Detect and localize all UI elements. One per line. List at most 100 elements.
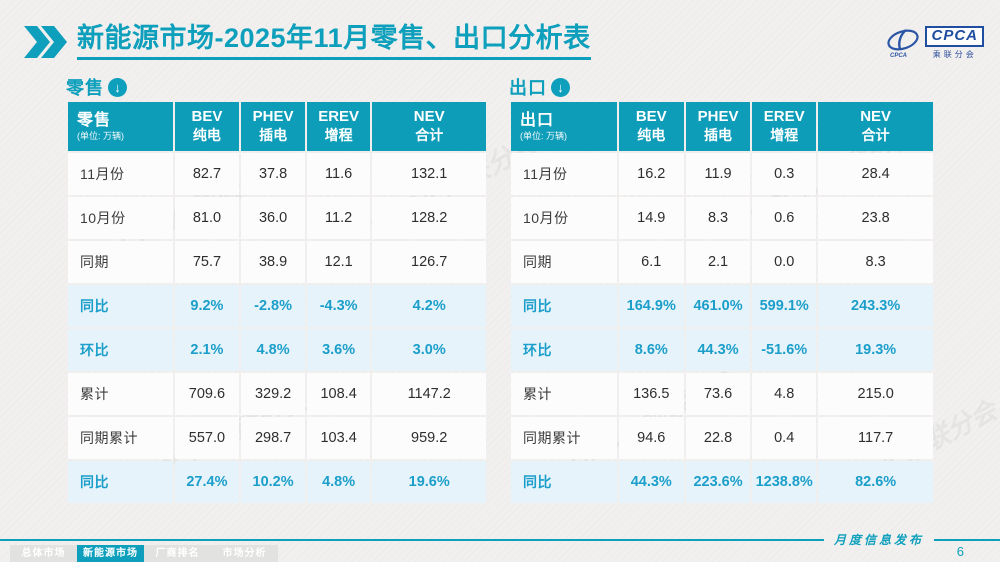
data-cell: 2.1 xyxy=(685,241,751,283)
table-row: 环比 2.1% 4.8% 3.6% 3.0% xyxy=(68,329,486,371)
data-cell: 132.1 xyxy=(372,153,486,195)
data-cell: 9.2% xyxy=(174,285,240,327)
table-header-label: 出口 (单位: 万辆) xyxy=(511,102,617,151)
data-cell: 36.0 xyxy=(241,197,305,239)
data-cell: 1147.2 xyxy=(372,373,486,415)
data-cell: 44.3% xyxy=(685,329,751,371)
retail-table-section: 零售 ↓ 零售 (单位: 万辆) BEV 纯电 PHEV 插电 EREV 增程 NEV 合计 11月… xyxy=(66,76,488,505)
data-cell: 10.2% xyxy=(241,461,305,503)
column-header-phev: PHEV 插电 xyxy=(241,102,305,151)
data-cell: 243.3% xyxy=(818,285,933,327)
retail-table: 零售 (单位: 万辆) BEV 纯电 PHEV 插电 EREV 增程 NEV 合计 11月份 82.7… xyxy=(66,100,488,505)
row-label: 累计 xyxy=(68,373,173,415)
row-label: 同比 xyxy=(68,285,173,327)
row-label: 环比 xyxy=(68,329,173,371)
data-cell: 28.4 xyxy=(818,153,933,195)
tab-item[interactable]: 厂商排名 xyxy=(144,545,211,562)
column-header-phev: PHEV 插电 xyxy=(685,102,751,151)
column-header-erev: EREV 增程 xyxy=(306,102,371,151)
data-cell: 298.7 xyxy=(241,417,305,459)
row-label: 同期累计 xyxy=(68,417,173,459)
table-row: 同比 27.4% 10.2% 4.8% 19.6% xyxy=(68,461,486,503)
data-cell: 37.8 xyxy=(241,153,305,195)
data-cell: 4.8% xyxy=(241,329,305,371)
data-cell: 215.0 xyxy=(818,373,933,415)
row-label: 同比 xyxy=(511,285,617,327)
data-cell: 11.9 xyxy=(685,153,751,195)
data-cell: 0.3 xyxy=(752,153,817,195)
table-row: 环比 8.6% 44.3% -51.6% 19.3% xyxy=(511,329,933,371)
data-cell: 4.8% xyxy=(306,461,371,503)
row-label: 同比 xyxy=(68,461,173,503)
data-cell: 329.2 xyxy=(241,373,305,415)
data-cell: 94.6 xyxy=(618,417,684,459)
data-cell: 8.3 xyxy=(818,241,933,283)
bottom-nav: 总体市场 新能源市场 厂商排名 市场分析 xyxy=(10,545,278,562)
data-cell: 126.7 xyxy=(372,241,486,283)
page-title: 新能源市场-2025年11月零售、出口分析表 xyxy=(77,23,591,60)
data-cell: 461.0% xyxy=(685,285,751,327)
data-cell: 11.2 xyxy=(306,197,371,239)
data-cell: -2.8% xyxy=(241,285,305,327)
data-cell: 16.2 xyxy=(618,153,684,195)
data-cell: 75.7 xyxy=(174,241,240,283)
header: 新能源市场-2025年11月零售、出口分析表 CPCA CPCA 乘联分会 xyxy=(24,23,984,60)
logo-abbr: CPCA xyxy=(925,26,984,47)
data-cell: 164.9% xyxy=(618,285,684,327)
column-header-nev: NEV 合计 xyxy=(818,102,933,151)
table-row: 11月份 82.7 37.8 11.6 132.1 xyxy=(68,153,486,195)
data-cell: 4.8 xyxy=(752,373,817,415)
data-cell: -4.3% xyxy=(306,285,371,327)
row-label: 10月份 xyxy=(511,197,617,239)
column-header-nev: NEV 合计 xyxy=(372,102,486,151)
row-label: 累计 xyxy=(511,373,617,415)
data-cell: 128.2 xyxy=(372,197,486,239)
tab-item[interactable]: 市场分析 xyxy=(211,545,278,562)
retail-section-head: 零售 ↓ xyxy=(66,76,488,98)
data-cell: 82.6% xyxy=(818,461,933,503)
row-label: 同期 xyxy=(68,241,173,283)
column-header-erev: EREV 增程 xyxy=(752,102,817,151)
row-label: 11月份 xyxy=(511,153,617,195)
row-label: 环比 xyxy=(511,329,617,371)
data-cell: 22.8 xyxy=(685,417,751,459)
cpca-logo: CPCA CPCA 乘联分会 xyxy=(885,24,984,60)
data-cell: 0.4 xyxy=(752,417,817,459)
table-row: 累计 136.5 73.6 4.8 215.0 xyxy=(511,373,933,415)
export-table: 出口 (单位: 万辆) BEV 纯电 PHEV 插电 EREV 增程 NEV 合计 11月份 16.2… xyxy=(509,100,935,505)
data-cell: 19.6% xyxy=(372,461,486,503)
logo-cn-name: 乘联分会 xyxy=(932,50,977,59)
footer-divider xyxy=(0,539,1000,541)
tab-item[interactable]: 总体市场 xyxy=(10,545,77,562)
data-cell: 14.9 xyxy=(618,197,684,239)
data-cell: 8.6% xyxy=(618,329,684,371)
row-label: 同期累计 xyxy=(511,417,617,459)
data-cell: 117.7 xyxy=(818,417,933,459)
table-row: 同期 75.7 38.9 12.1 126.7 xyxy=(68,241,486,283)
data-cell: 3.6% xyxy=(306,329,371,371)
data-cell: 1238.8% xyxy=(752,461,817,503)
data-cell: 12.1 xyxy=(306,241,371,283)
svg-text:CPCA: CPCA xyxy=(890,53,907,59)
down-arrow-icon: ↓ xyxy=(551,77,570,97)
tab-active[interactable]: 新能源市场 xyxy=(77,545,144,562)
table-row: 同期累计 94.6 22.8 0.4 117.7 xyxy=(511,417,933,459)
export-section-label: 出口 xyxy=(509,78,547,98)
export-section-head: 出口 ↓ xyxy=(509,76,935,98)
cpca-emblem-icon: CPCA xyxy=(887,29,920,59)
data-cell: 44.3% xyxy=(618,461,684,503)
data-cell: -51.6% xyxy=(752,329,817,371)
column-header-bev: BEV 纯电 xyxy=(174,102,240,151)
data-cell: 82.7 xyxy=(174,153,240,195)
data-cell: 8.3 xyxy=(685,197,751,239)
table-header-row: 零售 (单位: 万辆) BEV 纯电 PHEV 插电 EREV 增程 NEV 合计 xyxy=(68,102,486,151)
table-row: 同期 6.1 2.1 0.0 8.3 xyxy=(511,241,933,283)
table-row: 10月份 14.9 8.3 0.6 23.8 xyxy=(511,197,933,239)
retail-section-label: 零售 xyxy=(66,78,104,98)
data-cell: 19.3% xyxy=(818,329,933,371)
data-cell: 223.6% xyxy=(685,461,751,503)
data-cell: 11.6 xyxy=(306,153,371,195)
data-cell: 959.2 xyxy=(372,417,486,459)
table-row: 11月份 16.2 11.9 0.3 28.4 xyxy=(511,153,933,195)
